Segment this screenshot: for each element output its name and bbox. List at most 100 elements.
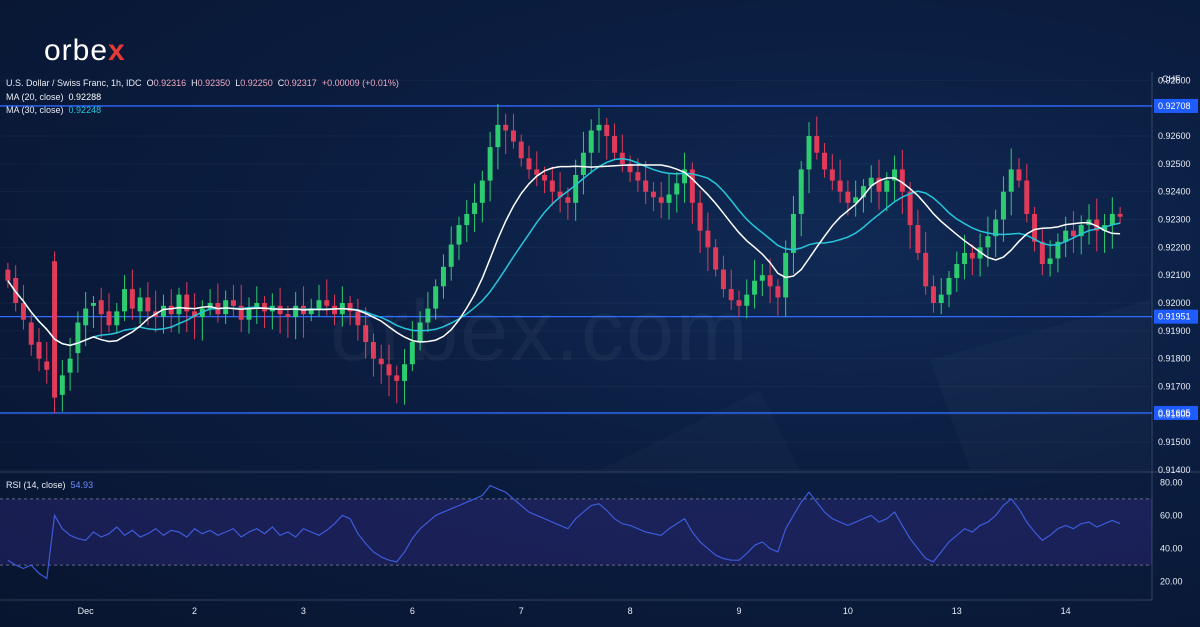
candle-body [433,286,439,309]
candle-body [1078,225,1084,237]
candle-body [759,275,765,281]
candle-body [114,311,120,326]
candle-body [324,300,330,306]
level-price-label: 0.91951 [1158,312,1191,322]
candle-body [394,375,400,381]
candle-body [526,158,532,170]
candle-body [907,191,913,226]
price-tick-label: 0.91800 [1158,354,1191,364]
candle-body [884,180,890,192]
candle-body [915,225,921,253]
candle-body [845,191,851,203]
time-tick-label: 13 [952,606,962,616]
candle-body [347,303,353,312]
candle-body [28,322,34,345]
candle-body [1063,230,1069,242]
candle-body [697,202,703,231]
candle-body [262,303,268,312]
candle-body [1047,258,1053,265]
candle-body [129,289,135,309]
change-value: +0.00009 (+0.01%) [321,78,399,88]
candle-body [479,180,485,203]
price-tick-label: 0.92100 [1158,270,1191,280]
ma30-label: MA (30, close) [6,105,64,115]
candle-body [1039,241,1045,265]
candle-body [643,180,649,192]
candle-body [246,308,252,320]
low-label: L [235,78,241,88]
ma30-line [7,157,1121,347]
candle-body [790,213,796,253]
candle-body [892,169,898,181]
candle-body [682,169,688,184]
candle-body [705,230,711,248]
time-tick-label: 7 [519,606,524,616]
time-tick-label: Dec [78,606,95,616]
candle-body [752,280,758,295]
candle-body [798,169,804,214]
candle-body [402,364,408,381]
candle-body [503,124,509,131]
candle-body [868,177,874,187]
candle-body [612,136,618,153]
candle-body [744,294,750,306]
candle-body [923,252,929,287]
candle-body [1070,230,1076,237]
candle-body [1094,219,1100,231]
rsi-tick-label: 80.00 [1160,477,1183,487]
candle-body [36,341,42,359]
level-layer: 0.92708 0.91951 0.91605 [0,98,1198,420]
candle-body [829,169,835,181]
candle-body [176,294,182,315]
candle-body [674,183,680,195]
candle-body [635,172,641,181]
candle-body [106,311,112,326]
candle-body [122,289,128,312]
candle-body [736,300,742,306]
price-tick-label: 0.92500 [1158,159,1191,169]
candle-body [604,124,610,137]
candle-body [1109,213,1115,226]
candle-body [370,341,376,359]
bg-shape [600,390,800,470]
candle-body [899,169,905,192]
close-label: C [277,78,285,88]
symbol-legend: U.S. Dollar / Swiss Franc, 1h, IDC O0.92… [6,78,399,88]
candle-body [822,152,828,170]
candle-body [409,341,415,365]
price-tick-label: 0.91600 [1158,409,1191,419]
candle-body [145,297,151,312]
candle-body [549,180,555,192]
candle-body [472,202,478,214]
candle-body [487,147,493,181]
candle-body [1117,213,1123,217]
candle-body [168,305,174,315]
level-price-label: 0.91605 [1158,408,1191,418]
price-tick-label: 0.91500 [1158,437,1191,447]
candle-body [386,364,392,376]
candle-body [238,305,244,320]
open-value: 0.92316 [153,78,187,88]
level-price-tag [1154,98,1198,113]
candle-body [52,261,58,398]
ma20-value: 0.92288 [68,92,102,102]
candle-body [308,308,314,315]
candle-body [666,194,672,203]
candle-body [767,275,773,287]
candle-body [814,136,820,153]
candle-body [650,191,656,198]
candle-body [969,252,975,259]
candle-body [254,303,260,309]
high-label: H [191,78,198,88]
candle-body [658,197,664,203]
candle-body [184,294,190,312]
candle-body [588,130,594,153]
rsi-value: 54.93 [70,480,94,490]
ma20-legend: MA (20, close) 0.92288 [6,92,101,102]
candle-body [783,252,789,298]
low-value: 0.92250 [240,78,273,88]
candle-body [557,191,563,198]
candle-body [853,197,859,203]
candle-body [160,305,166,317]
